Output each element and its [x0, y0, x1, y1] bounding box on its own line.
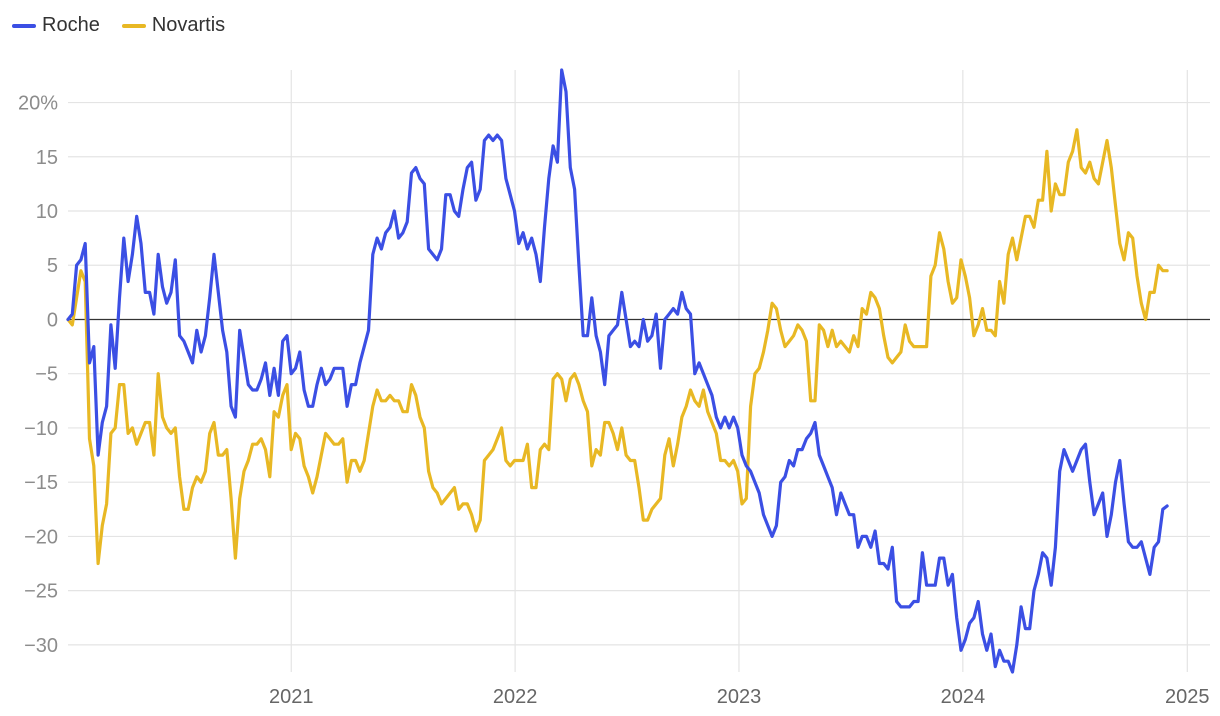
- legend-item-roche[interactable]: Roche: [12, 14, 100, 37]
- y-tick-label: −25: [24, 581, 58, 603]
- series-lines: [66, 68, 1169, 674]
- horizontal-gridlines: [68, 101, 1210, 646]
- series-line-novartis: [66, 128, 1169, 566]
- y-tick-label: 20%: [18, 93, 58, 115]
- legend-label-roche: Roche: [42, 14, 100, 36]
- legend-label-novartis: Novartis: [151, 14, 226, 36]
- x-tick-label: 2023: [717, 686, 762, 708]
- y-tick-label: 0: [47, 309, 58, 331]
- legend: Roche Novartis: [12, 14, 225, 37]
- y-tick-label: 5: [47, 255, 58, 277]
- legend-swatch-novartis: [121, 23, 146, 28]
- y-tick-label: 15: [36, 147, 58, 169]
- x-axis-tick-labels: 2021 2022 2023 2024 2025: [269, 686, 1210, 708]
- x-tick-label: 2022: [493, 686, 538, 708]
- x-tick-label: 2024: [941, 686, 986, 708]
- x-tick-label: 2025: [1165, 686, 1210, 708]
- y-axis-tick-labels: 20% 15 10 5 0 −5 −10 −15 −20 −25 −30: [18, 93, 58, 657]
- y-tick-label: 10: [36, 201, 58, 223]
- y-tick-label: −30: [24, 635, 58, 657]
- legend-item-novartis[interactable]: Novartis: [121, 14, 226, 37]
- series-line-roche: [66, 68, 1169, 674]
- y-tick-label: −5: [35, 364, 58, 386]
- y-tick-label: −10: [24, 418, 58, 440]
- x-tick-label: 2021: [269, 686, 314, 708]
- legend-swatch-roche: [12, 23, 36, 28]
- y-tick-label: −15: [24, 472, 58, 494]
- y-tick-label: −20: [24, 526, 58, 548]
